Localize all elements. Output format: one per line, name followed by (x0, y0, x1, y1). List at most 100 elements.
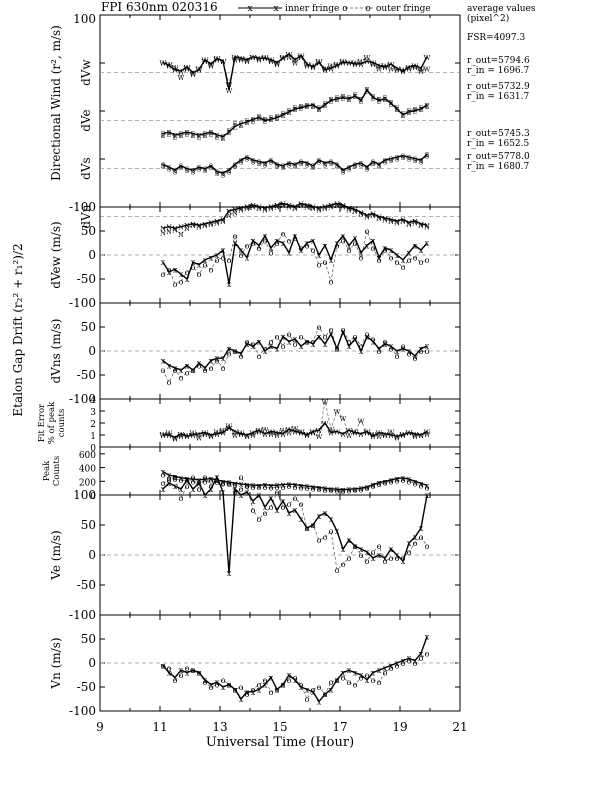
outer-point: o (275, 239, 280, 248)
outer-point: o (215, 476, 220, 485)
trace-point-dVe: E (395, 106, 400, 114)
y-tick-label: 0 (90, 492, 96, 502)
inner-point: x (413, 533, 418, 542)
outer-point: o (221, 479, 226, 488)
y-tick-label: 0 (88, 548, 96, 562)
trace-point-dVs: S (419, 157, 423, 165)
trace-point-outer-dVw: W (364, 54, 371, 62)
outer-point: o (401, 476, 406, 485)
series-inner-line (162, 329, 428, 372)
inner-point: x (407, 249, 412, 258)
trace-point-outer-dVw: W (262, 54, 269, 62)
inner-point: x (347, 485, 352, 494)
fit-point: W (412, 431, 419, 439)
trace-point-dVs: S (275, 161, 279, 169)
fit-point-outer: W (322, 398, 329, 406)
trace-point-dVs: S (299, 158, 303, 166)
trace-point-outer-dVn: N (214, 219, 220, 227)
trace-point-outer-dVe: E (323, 100, 328, 108)
inner-point: x (227, 569, 232, 578)
trace-point-dVn: N (316, 205, 322, 213)
trace-point-dVs: S (197, 164, 201, 172)
trace-point-dVs: S (305, 160, 309, 168)
y-tick-label: 2 (90, 420, 96, 430)
trace-point-outer-dVw: W (238, 57, 245, 65)
inner-point: x (275, 481, 280, 490)
outer-point: o (263, 483, 268, 492)
y-tick-label: 0 (88, 248, 96, 262)
inner-point: x (161, 258, 166, 267)
trace-point-outer-dVs: S (389, 157, 393, 165)
trace-point-outer-dVe: E (173, 133, 178, 141)
trace-point-outer-dVs: S (341, 168, 345, 176)
fit-point-outer: W (406, 430, 413, 438)
outer-point: o (407, 349, 412, 358)
y-axis-label: Ve (m/s) (49, 530, 63, 580)
y-tick-label: 50 (81, 224, 96, 238)
trace-point-dVn: N (160, 225, 166, 233)
inner-point: x (425, 342, 430, 351)
trace-point-outer-dVn: N (268, 205, 274, 213)
trace-point-outer-dVw: W (232, 57, 239, 65)
inner-point: x (407, 654, 412, 663)
outer-point: o (365, 227, 370, 236)
outer-point: o (323, 258, 328, 267)
trace-point-dVs: S (221, 170, 225, 178)
trace-point-outer-dVw: W (352, 60, 359, 68)
trace-point-outer-dVw: W (394, 67, 401, 75)
inner-point: x (269, 481, 274, 490)
trace-point-dVn: N (202, 221, 208, 229)
trace-point-dVn: N (424, 222, 430, 230)
trace-point-outer-dVn: N (340, 204, 346, 212)
inner-point: x (263, 681, 268, 690)
inner-point: x (209, 357, 214, 366)
fit-point-outer: W (202, 431, 209, 439)
outer-point: o (257, 515, 262, 524)
outer-point: o (317, 683, 322, 692)
trace-point-outer-dVs: S (365, 166, 369, 174)
trace-point-dVe: E (299, 105, 304, 113)
fit-point-outer: W (226, 422, 233, 430)
inner-point: x (425, 633, 430, 642)
inner-point: x (185, 669, 190, 678)
trace-point-dVw: W (406, 64, 413, 72)
inner-point: x (257, 685, 262, 694)
trace-point-outer-dVn: N (424, 224, 430, 232)
trace-point-dVs: S (341, 167, 345, 175)
fit-point-outer: W (172, 436, 179, 444)
inner-point: x (395, 251, 400, 260)
inner-point: x (377, 345, 382, 354)
fit-point: W (382, 431, 389, 439)
inner-point: x (317, 251, 322, 260)
inner-point: x (197, 669, 202, 678)
trace-point-outer-dVw: W (340, 58, 347, 66)
outer-point: o (305, 241, 310, 250)
inner-point: x (359, 484, 364, 493)
inner-point: x (197, 261, 202, 270)
trace-point-outer-dVs: S (281, 164, 285, 172)
inner-point: x (377, 666, 382, 675)
fit-point: W (304, 432, 311, 440)
trace-outer-dVe (162, 88, 428, 139)
fit-point: W (256, 427, 263, 435)
outer-point: o (395, 477, 400, 486)
trace-point-dVw: W (322, 67, 329, 75)
inner-point: x (227, 478, 232, 487)
trace-point-dVe: E (383, 96, 388, 104)
trace-point-outer-dVn: N (280, 202, 286, 210)
inner-point: x (209, 681, 214, 690)
trace-point-dVe: E (389, 100, 394, 108)
trace-point-outer-dVn: N (238, 206, 244, 214)
fit-point-outer: W (292, 425, 299, 433)
fit-point: W (352, 430, 359, 438)
trace-point-dVw: W (334, 62, 341, 70)
outer-point: o (347, 246, 352, 255)
trace-point-dVs: S (203, 166, 207, 174)
trace-point-outer-dVw: W (208, 62, 215, 70)
trace-point-outer-dVe: E (329, 96, 334, 104)
trace-point-outer-dVs: S (377, 163, 381, 171)
outer-point: o (425, 542, 430, 551)
inner-point: x (353, 485, 358, 494)
inner-point: x (383, 244, 388, 253)
